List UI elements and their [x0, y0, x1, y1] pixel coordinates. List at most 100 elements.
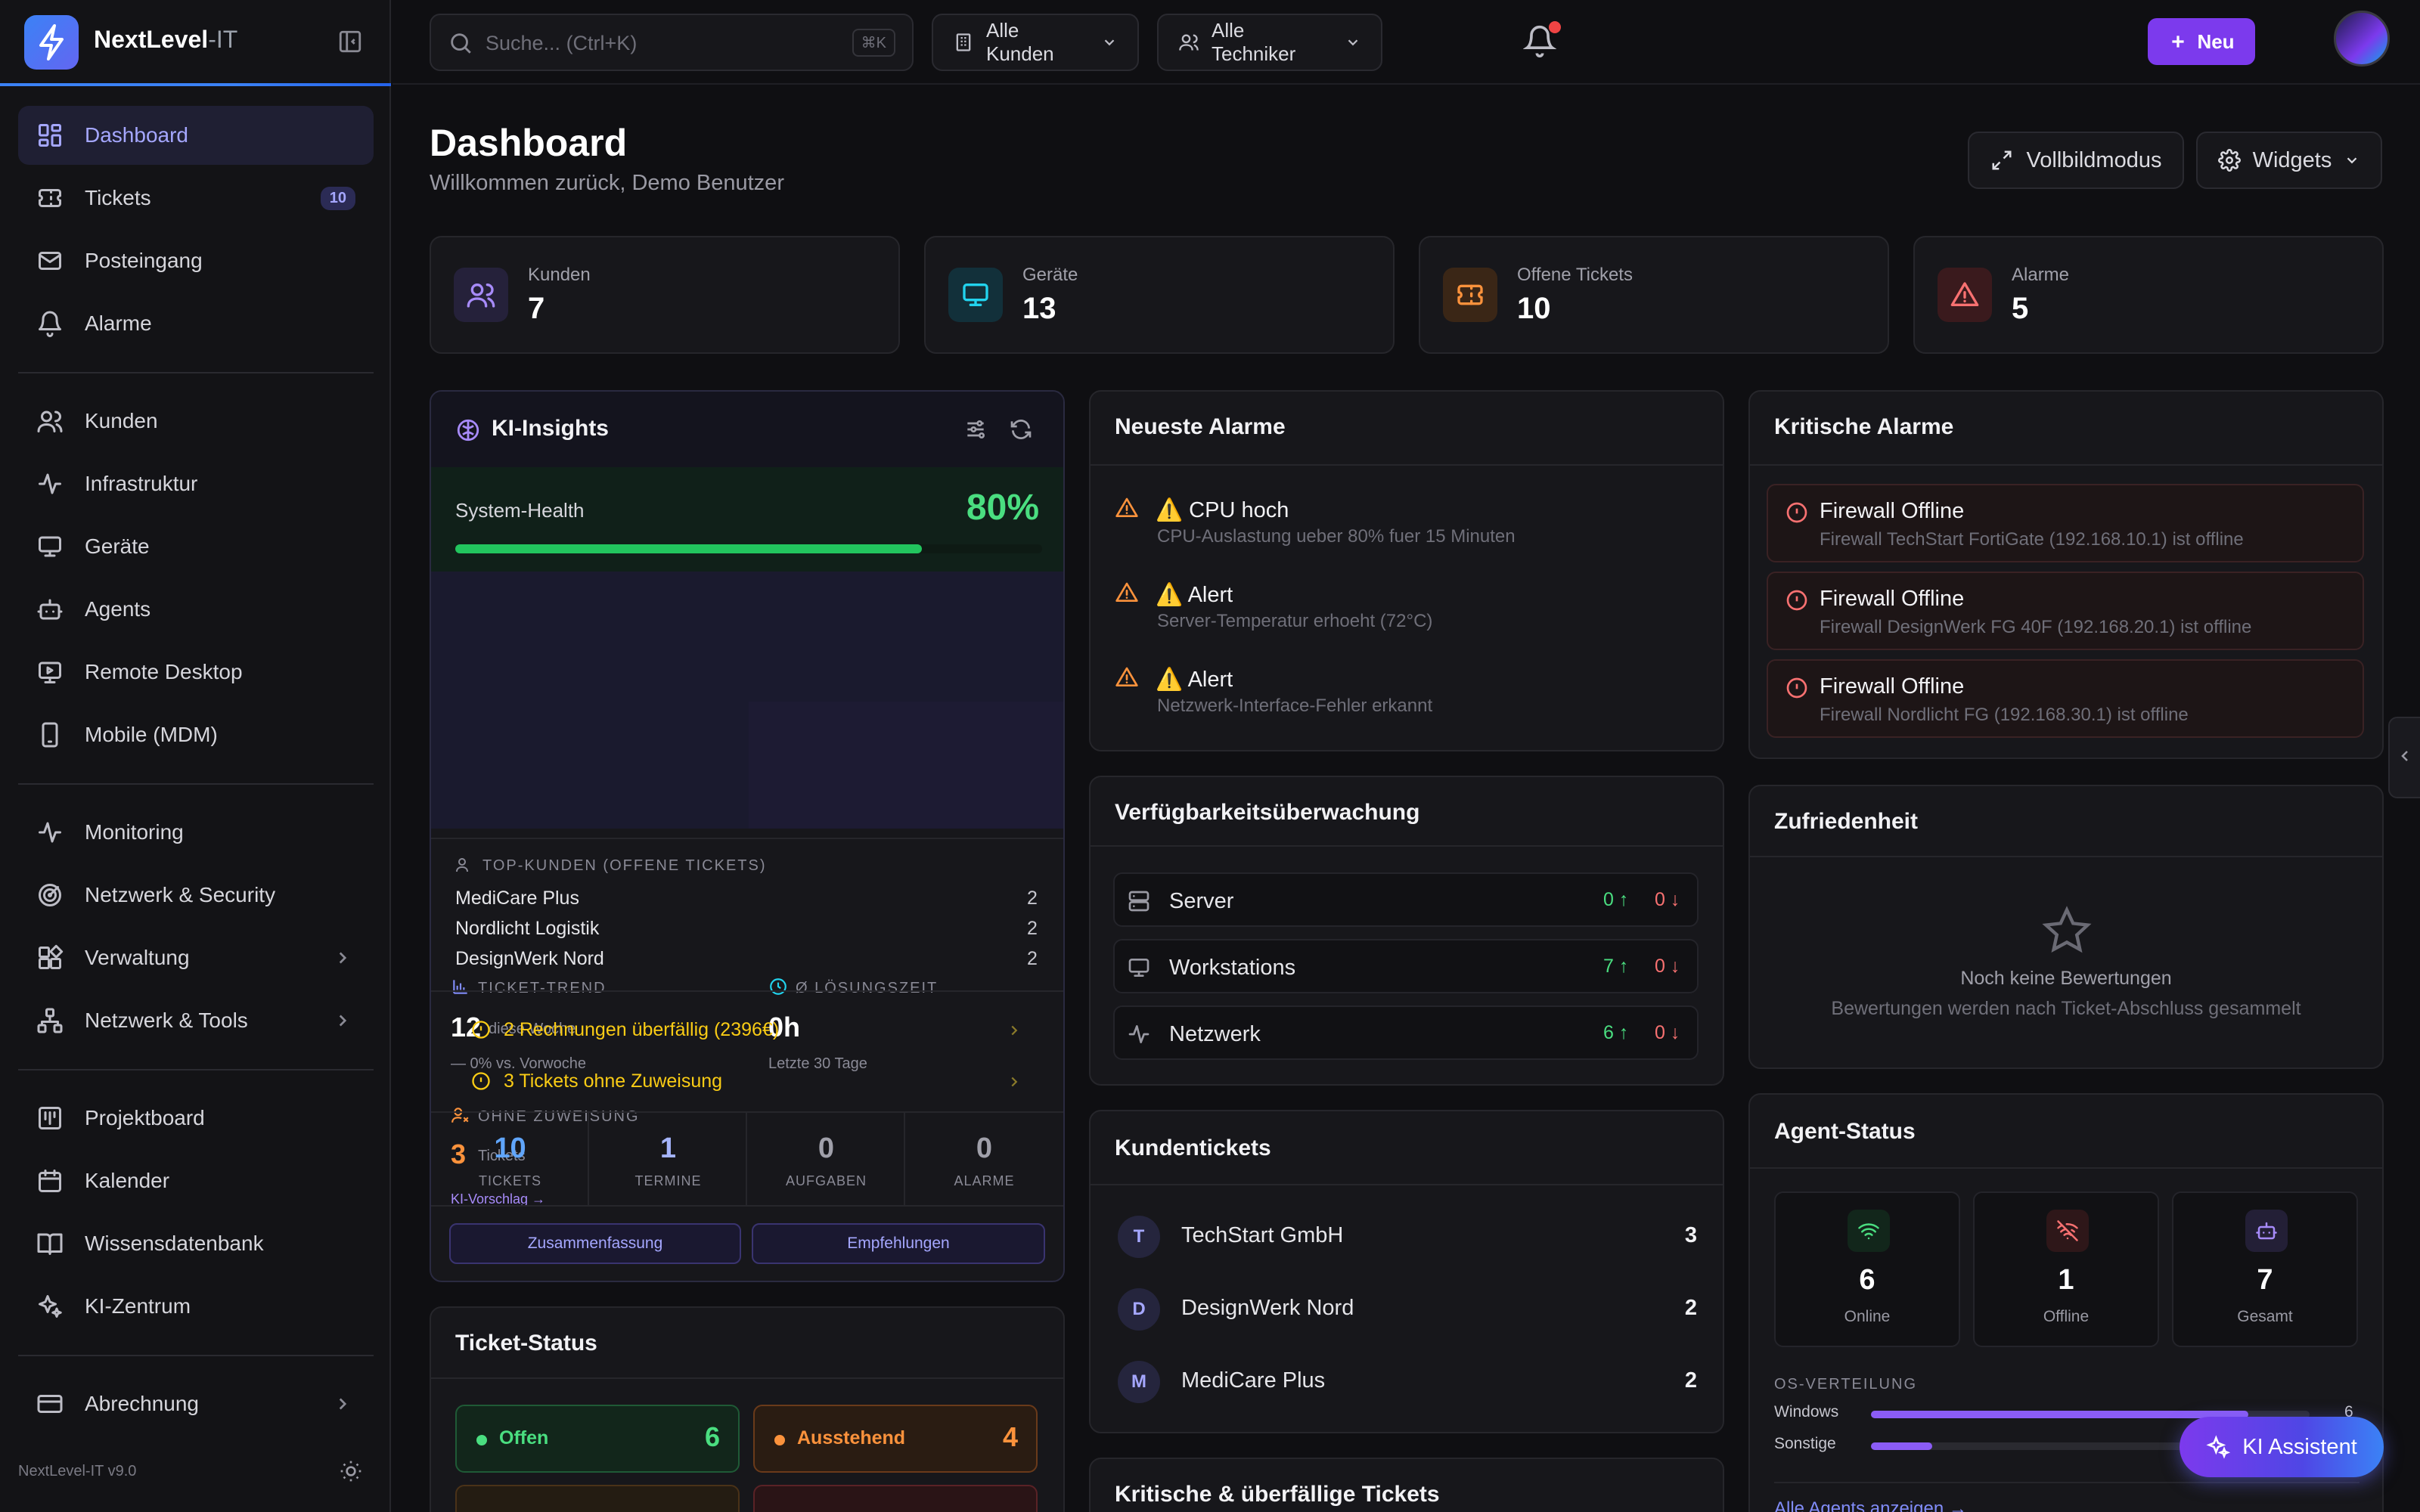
sidebar-item-projektboard[interactable]: Projektboard [18, 1089, 374, 1148]
availability-row-netzwerk[interactable]: Netzwerk 6 ↑ 0 ↓ [1113, 1005, 1699, 1060]
summary-button[interactable]: Zusammenfassung [449, 1223, 741, 1264]
agent-box-offline[interactable]: 1 Offline [1973, 1191, 2159, 1347]
ticket-status-ausstehend[interactable]: Ausstehend 4 [753, 1405, 1038, 1473]
sidebar-item-kalender[interactable]: Kalender [18, 1151, 374, 1210]
customer-avatar: T [1118, 1216, 1160, 1258]
sidebar-item-alarme[interactable]: Alarme [18, 294, 374, 353]
agent-box-value: 6 [1859, 1264, 1876, 1296]
latest-alarms-title: Neueste Alarme [1115, 414, 1286, 439]
all-agents-link[interactable]: Alle Agents anzeigen → [1774, 1498, 1967, 1512]
sliders-icon[interactable] [963, 417, 988, 442]
sidebar-item-abrechnung[interactable]: Abrechnung [18, 1374, 374, 1433]
network-icon [36, 1007, 64, 1034]
fullscreen-button[interactable]: Vollbildmodus [1968, 132, 2184, 189]
latest-alarm-item[interactable]: ⚠️ CPU hoch CPU-Auslastung ueber 80% fuer… [1115, 493, 1705, 561]
stat-card-offene-tickets[interactable]: Offene Tickets 10 [1419, 236, 1889, 354]
stat-value: 5 [2012, 292, 2029, 325]
chevron-down-icon [1345, 34, 1361, 51]
divider [431, 1205, 1063, 1207]
system-health-label: System-Health [455, 499, 585, 522]
critical-alarm-item[interactable]: Firewall Offline Firewall Nordlicht FG (1… [1767, 659, 2364, 738]
sidebar-item-label: Abrechnung [85, 1392, 200, 1415]
book-icon [36, 1230, 64, 1257]
monitor-icon [36, 533, 64, 560]
brand-logo[interactable] [24, 15, 79, 70]
ai-assistant-button[interactable]: KI Assistent [2180, 1417, 2384, 1477]
sidebar-item-label: Dashboard [85, 123, 188, 147]
refresh-icon[interactable] [1009, 417, 1033, 442]
insight-counter-aufgaben[interactable]: 0 AUFGABEN [747, 1113, 905, 1205]
search-box[interactable]: Suche... (Ctrl+K) ⌘K [430, 14, 914, 71]
ticket-status-item[interactable] [455, 1485, 740, 1512]
nav-divider [18, 783, 374, 785]
customer-ticket-row[interactable]: D DesignWerk Nord 2 [1118, 1287, 1697, 1332]
stat-card-kunden[interactable]: Kunden 7 [430, 236, 900, 354]
latest-alarm-item[interactable]: ⚠️ Alert Netzwerk-Interface-Fehler erkann… [1115, 662, 1705, 730]
sidebar-item-netzwerk-tools[interactable]: Netzwerk & Tools [18, 991, 374, 1050]
sidebar-item-remote-desktop[interactable]: Remote Desktop [18, 643, 374, 702]
chevron-right-icon [1006, 1074, 1022, 1090]
ticket-trend-value: 12 [451, 1012, 482, 1043]
sidebar-collapse-icon[interactable] [337, 29, 363, 54]
latest-alarm-desc: Netzwerk-Interface-Fehler erkannt [1157, 696, 1433, 716]
resolution-time-label: Ø LÖSUNGSZEIT [796, 980, 939, 996]
insight-counter-tickets[interactable]: 10 TICKETS [431, 1113, 589, 1205]
sidebar-item-dashboard[interactable]: Dashboard [18, 106, 374, 165]
sidebar-item-ger-te[interactable]: Geräte [18, 517, 374, 576]
sidebar-item-verwaltung[interactable]: Verwaltung [18, 928, 374, 987]
latest-alarm-item[interactable]: ⚠️ Alert Server-Temperatur erhoeht (72°C) [1115, 578, 1705, 646]
customer-ticket-row[interactable]: T TechStart GmbH 3 [1118, 1214, 1697, 1259]
insight-counter-alarme[interactable]: 0 ALARME [905, 1113, 1063, 1205]
search-input[interactable]: Suche... (Ctrl+K) [486, 32, 638, 54]
insight-warning-row[interactable]: 3 Tickets ohne Zuweisung [457, 1063, 1032, 1101]
technician-filter-dropdown[interactable]: Alle Techniker [1157, 14, 1382, 71]
sidebar-item-ki-zentrum[interactable]: KI-Zentrum [18, 1277, 374, 1336]
sidebar-item-agents[interactable]: Agents [18, 580, 374, 639]
stat-card-ger-te[interactable]: Geräte 13 [924, 236, 1395, 354]
insight-counter-termine[interactable]: 1 TERMINE [589, 1113, 747, 1205]
stat-card-alarme[interactable]: Alarme 5 [1913, 236, 2384, 354]
critical-alarm-item[interactable]: Firewall Offline Firewall DesignWerk FG 4… [1767, 572, 2364, 650]
widgets-button[interactable]: Widgets [2196, 132, 2382, 189]
sidebar-item-label: Kunden [85, 409, 158, 432]
sidebar-item-kunden[interactable]: Kunden [18, 392, 374, 451]
agent-box-online[interactable]: 6 Online [1774, 1191, 1960, 1347]
counter-value: 0 [976, 1132, 993, 1164]
critical-alarm-item[interactable]: Firewall Offline Firewall TechStart Forti… [1767, 484, 2364, 562]
divider [1750, 856, 2382, 857]
sidebar-item-tickets[interactable]: Tickets 10 [18, 169, 374, 228]
sidebar-item-monitoring[interactable]: Monitoring [18, 803, 374, 862]
customer-avatar: D [1118, 1288, 1160, 1331]
sidebar-item-infrastruktur[interactable]: Infrastruktur [18, 454, 374, 513]
right-panel-handle[interactable] [2388, 717, 2420, 798]
customer-ticket-count: 2 [1684, 1368, 1697, 1393]
os-bar-track [1871, 1442, 2310, 1450]
availability-row-workstations[interactable]: Workstations 7 ↑ 0 ↓ [1113, 939, 1699, 993]
sidebar-item-netzwerk-security[interactable]: Netzwerk & Security [18, 866, 374, 925]
alert-triangle-icon [1938, 268, 1992, 322]
notifications-bell-icon[interactable] [1523, 24, 1556, 57]
insight-warning-row[interactable]: 2 Rechnungen überfällig (2396€) [457, 1012, 1032, 1049]
agent-box-gesamt[interactable]: 7 Gesamt [2172, 1191, 2358, 1347]
sidebar-item-wissensdatenbank[interactable]: Wissensdatenbank [18, 1214, 374, 1273]
ai-suggestion-link[interactable]: KI-Vorschlag → [451, 1191, 546, 1207]
ticket-trend-delta: — 0% vs. Vorwoche [451, 1055, 586, 1072]
divider [431, 838, 1063, 839]
sidebar-item-posteingang[interactable]: Posteingang [18, 231, 374, 290]
ticket-status-offen[interactable]: Offen 6 [455, 1405, 740, 1473]
search-icon [448, 30, 473, 56]
new-button[interactable]: Neu [2148, 18, 2255, 65]
theme-toggle-icon[interactable] [339, 1459, 363, 1483]
recommendations-button[interactable]: Empfehlungen [752, 1223, 1045, 1264]
customer-filter-dropdown[interactable]: Alle Kunden [932, 14, 1139, 71]
ticket-status-item[interactable] [753, 1485, 1038, 1512]
customer-ticket-row[interactable]: M MediCare Plus 2 [1118, 1359, 1697, 1405]
user-avatar[interactable] [2334, 11, 2390, 67]
wifi-icon [1848, 1210, 1890, 1252]
satisfaction-empty-title: Noch keine Bewertungen [1960, 968, 2172, 989]
sidebar-item-label: Remote Desktop [85, 660, 243, 683]
availability-row-server[interactable]: Server 0 ↑ 0 ↓ [1113, 872, 1699, 927]
page-subtitle: Willkommen zurück, Demo Benutzer [430, 171, 784, 195]
sidebar-item-mobile-mdm-[interactable]: Mobile (MDM) [18, 705, 374, 764]
sidebar-item-label: Netzwerk & Tools [85, 1009, 248, 1032]
